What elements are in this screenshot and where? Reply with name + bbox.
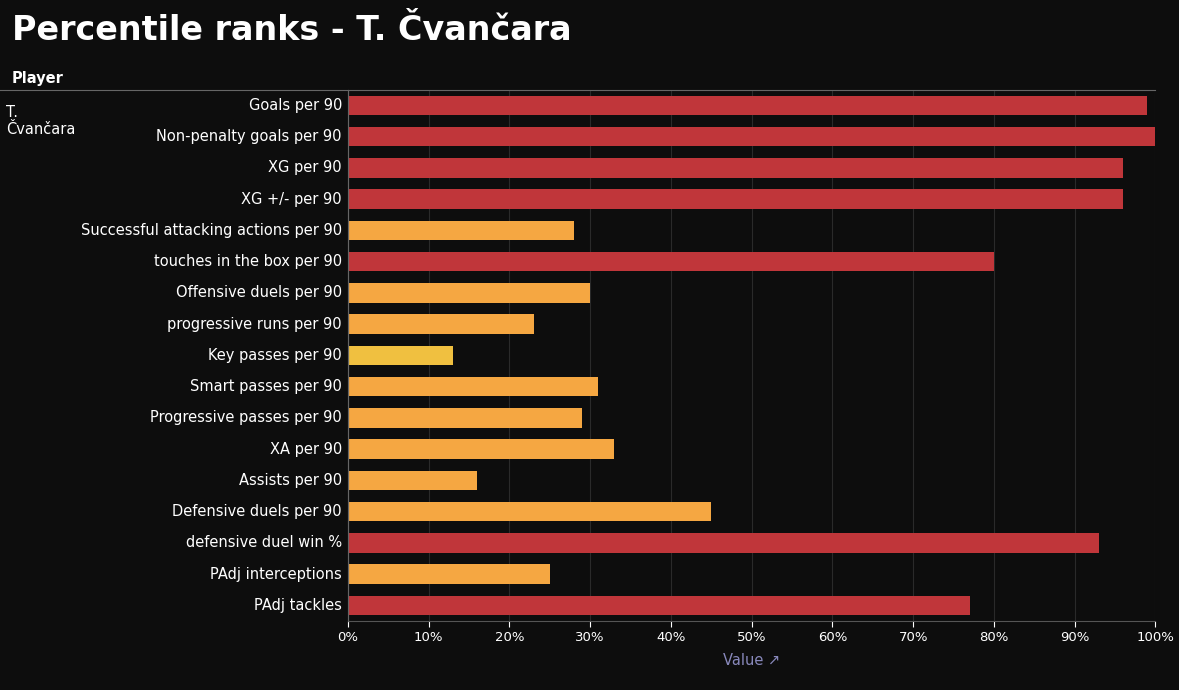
Bar	[348, 564, 549, 584]
Bar	[348, 377, 598, 396]
Text: Successful attacking actions per 90: Successful attacking actions per 90	[81, 223, 342, 238]
Bar	[348, 471, 477, 490]
Bar	[348, 408, 582, 428]
Bar	[348, 96, 1147, 115]
X-axis label: Value ↗: Value ↗	[723, 653, 780, 668]
Text: XG +/- per 90: XG +/- per 90	[242, 192, 342, 206]
Bar	[348, 346, 453, 365]
Text: PAdj tackles: PAdj tackles	[253, 598, 342, 613]
Bar	[348, 595, 969, 615]
Text: Key passes per 90: Key passes per 90	[209, 348, 342, 363]
Bar	[348, 252, 994, 271]
Text: Offensive duels per 90: Offensive duels per 90	[176, 286, 342, 300]
Bar	[348, 158, 1124, 177]
Text: Progressive passes per 90: Progressive passes per 90	[150, 411, 342, 425]
Text: defensive duel win %: defensive duel win %	[186, 535, 342, 551]
Bar	[348, 440, 614, 459]
Text: progressive runs per 90: progressive runs per 90	[167, 317, 342, 332]
Text: Non-penalty goals per 90: Non-penalty goals per 90	[157, 129, 342, 144]
Bar	[348, 189, 1124, 209]
Text: T.
Čvančara: T. Čvančara	[6, 105, 75, 137]
Bar	[348, 533, 1099, 553]
Text: Goals per 90: Goals per 90	[249, 98, 342, 113]
Text: Percentile ranks - T. Čvančara: Percentile ranks - T. Čvančara	[12, 14, 572, 47]
Text: Smart passes per 90: Smart passes per 90	[190, 379, 342, 394]
Bar	[348, 283, 591, 302]
Bar	[348, 315, 534, 334]
Text: Player: Player	[12, 71, 64, 86]
Text: touches in the box per 90: touches in the box per 90	[153, 254, 342, 269]
Text: XA per 90: XA per 90	[270, 442, 342, 457]
Bar	[348, 127, 1155, 146]
Bar	[348, 502, 711, 522]
Bar	[348, 221, 574, 240]
Text: XG per 90: XG per 90	[269, 160, 342, 175]
Text: PAdj interceptions: PAdj interceptions	[210, 566, 342, 582]
Text: Assists per 90: Assists per 90	[239, 473, 342, 488]
Text: Defensive duels per 90: Defensive duels per 90	[172, 504, 342, 519]
